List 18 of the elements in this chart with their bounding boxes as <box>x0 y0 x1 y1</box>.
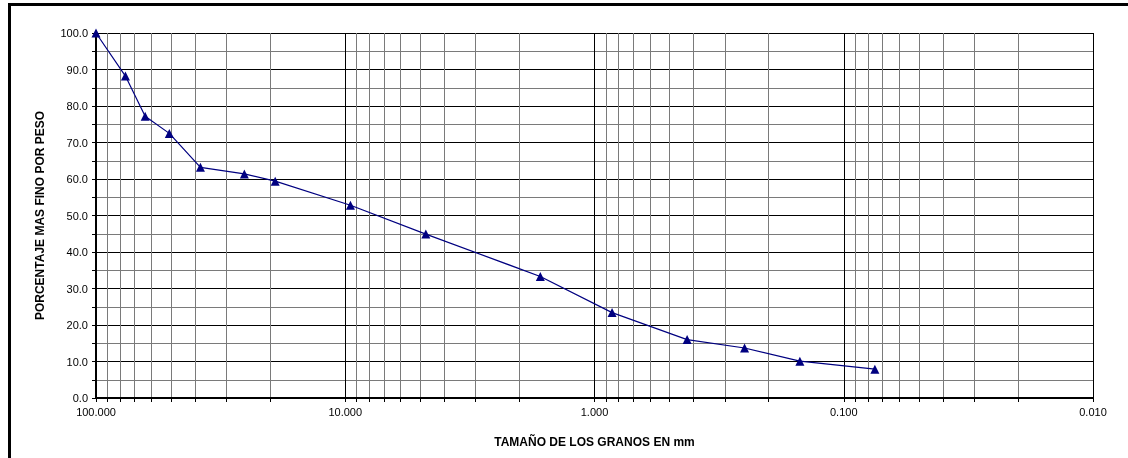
x-tick-label: 0.100 <box>829 405 858 418</box>
y-tick-label: 60.0 <box>66 173 88 185</box>
y-tick-label: 20.0 <box>66 319 88 331</box>
y-tick-label: 30.0 <box>66 282 88 295</box>
x-tick-label: 100.000 <box>76 405 116 418</box>
x-tick-label: 1.000 <box>580 405 609 418</box>
x-tick-label: 0.010 <box>1079 405 1107 418</box>
y-tick-label: 50.0 <box>66 209 88 222</box>
y-tick-label: 80.0 <box>66 100 88 112</box>
y-axis-title: PORCENTAJE MAS FINO POR PESO <box>33 110 47 321</box>
x-axis-title: TAMAÑO DE LOS GRANOS EN mm <box>494 434 695 449</box>
y-tick-label: 40.0 <box>66 246 88 258</box>
y-tick-label: 100.0 <box>60 27 88 39</box>
y-tick-label: 0.0 <box>72 392 88 404</box>
x-tick-label: 10.000 <box>328 405 363 418</box>
y-tick-label: 70.0 <box>66 136 88 149</box>
y-tick-label: 90.0 <box>66 63 88 76</box>
y-tick-label: 10.0 <box>66 355 88 368</box>
